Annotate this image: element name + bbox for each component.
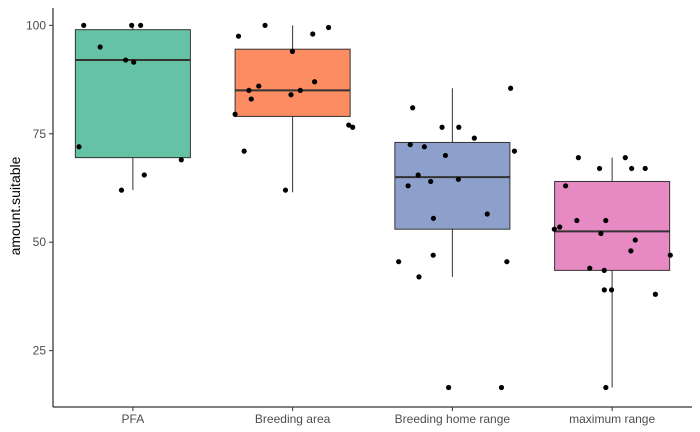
- data-point: [632, 237, 638, 243]
- box: [74, 29, 191, 159]
- data-point: [241, 148, 247, 154]
- data-point: [587, 265, 593, 271]
- box: [234, 48, 351, 117]
- data-point: [407, 142, 413, 148]
- data-point: [288, 92, 294, 98]
- data-point: [442, 152, 449, 159]
- data-point: [138, 22, 144, 28]
- data-point: [455, 176, 461, 182]
- x-tick-label: Breeding area: [255, 412, 331, 426]
- data-point: [248, 96, 254, 102]
- data-point: [396, 259, 402, 265]
- data-point: [415, 172, 421, 178]
- data-point: [652, 291, 658, 297]
- data-point: [312, 79, 318, 85]
- data-point: [235, 33, 242, 39]
- data-point: [603, 217, 609, 224]
- y-tick-label: 25: [33, 344, 47, 358]
- data-point: [598, 230, 604, 237]
- data-point: [123, 57, 129, 63]
- data-point: [178, 157, 184, 163]
- data-point: [405, 183, 411, 189]
- y-tick-label: 50: [33, 235, 47, 249]
- data-point: [456, 124, 462, 130]
- y-tick-label: 75: [33, 127, 47, 141]
- data-point: [498, 384, 505, 391]
- data-point: [410, 105, 416, 111]
- data-point: [551, 226, 557, 232]
- data-point: [97, 44, 103, 50]
- data-point: [232, 111, 238, 117]
- data-point: [297, 87, 303, 94]
- box: [554, 180, 671, 271]
- y-tick-label: 100: [26, 18, 46, 32]
- data-point: [596, 165, 603, 172]
- data-point: [118, 187, 125, 193]
- data-point: [141, 172, 147, 178]
- data-point: [667, 252, 673, 258]
- data-point: [628, 248, 634, 254]
- data-point: [504, 259, 510, 265]
- data-point: [430, 215, 437, 221]
- data-point: [289, 48, 296, 54]
- data-point: [471, 135, 477, 141]
- data-point: [282, 187, 289, 193]
- plot-area: 25 50 75 100 PFA Breeding area Breeding home r…: [26, 8, 692, 426]
- data-point: [129, 22, 135, 28]
- data-point: [76, 144, 82, 150]
- data-point: [484, 211, 490, 217]
- y-axis-title: amount.suitable: [7, 156, 23, 255]
- data-point: [262, 22, 268, 28]
- data-point: [346, 122, 352, 128]
- box: [394, 141, 511, 230]
- x-tick-label: maximum range: [569, 412, 655, 426]
- data-point: [430, 252, 436, 258]
- data-point: [511, 148, 518, 154]
- data-point: [601, 267, 607, 273]
- data-point: [603, 384, 609, 391]
- data-point: [642, 165, 648, 172]
- data-point: [131, 59, 137, 65]
- data-point: [563, 183, 569, 189]
- data-point: [310, 31, 316, 37]
- data-point: [325, 24, 332, 31]
- data-point: [601, 287, 607, 293]
- x-tick-label: PFA: [122, 412, 145, 426]
- data-point: [629, 165, 635, 172]
- data-point: [439, 124, 445, 130]
- data-point: [557, 224, 563, 230]
- data-point: [575, 155, 581, 161]
- data-point: [428, 178, 434, 185]
- x-tick-label: Breeding home range: [395, 412, 511, 426]
- data-point: [246, 87, 252, 94]
- data-point: [608, 287, 615, 293]
- data-point: [350, 124, 356, 130]
- data-point: [256, 83, 262, 89]
- data-point: [421, 144, 427, 150]
- data-point: [508, 85, 514, 91]
- data-point: [622, 155, 628, 161]
- data-point: [446, 384, 452, 391]
- data-point: [574, 217, 580, 224]
- data-point: [81, 22, 87, 28]
- data-point: [416, 274, 422, 280]
